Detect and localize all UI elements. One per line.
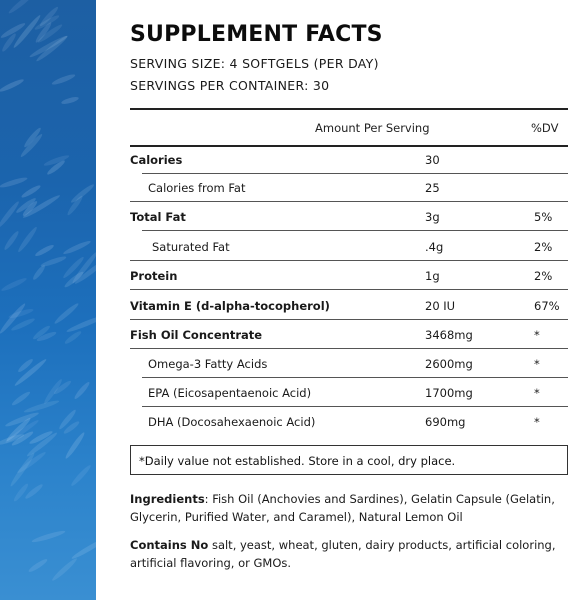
nutrient-name: Fish Oil Concentrate: [130, 328, 263, 342]
ingredients-label: Ingredients: [130, 492, 205, 506]
fish-streak: [10, 390, 32, 407]
nutrient-name: Saturated Fat: [152, 240, 230, 254]
fish-streak: [50, 556, 79, 583]
fish-streak: [27, 557, 49, 574]
row-divider: [142, 377, 568, 378]
fish-school-background-image: [0, 0, 96, 600]
fish-streak: [69, 182, 96, 205]
fish-streak: [28, 33, 69, 60]
nutrient-dv: *: [534, 386, 540, 400]
nutrient-amount: 1700mg: [425, 386, 473, 400]
nutrient-dv: *: [534, 357, 540, 371]
contains-no-paragraph: Contains No salt, yeast, wheat, gluten, …: [130, 536, 566, 572]
nutrient-amount: 2600mg: [425, 357, 473, 371]
nutrient-dv: *: [534, 328, 540, 342]
fish-streak: [53, 301, 80, 326]
nutrient-name: Calories from Fat: [148, 181, 246, 195]
panel-title: SUPPLEMENT FACTS: [130, 22, 383, 47]
nutrient-amount: 3g: [425, 210, 440, 224]
fish-streak: [63, 430, 87, 461]
facts-row-epa: EPA (Eicosapentaenoic Acid) 1700mg *: [130, 379, 568, 407]
row-divider: [130, 260, 568, 261]
nutrient-amount: 690mg: [425, 415, 466, 429]
daily-value-footnote: *Daily value not established. Store in a…: [139, 454, 456, 468]
supplement-facts-panel: SUPPLEMENT FACTS SERVING SIZE: 4 SOFTGEL…: [96, 0, 570, 600]
nutrient-name: Vitamin E (d-alpha-tocopherol): [130, 299, 330, 313]
facts-row-dha: DHA (Docosahexaenoic Acid) 690mg *: [130, 408, 568, 436]
nutrient-dv: *: [534, 415, 540, 429]
facts-row-calories-from-fat: Calories from Fat 25: [130, 174, 568, 202]
nutrient-amount: 30: [425, 153, 440, 167]
row-divider: [142, 230, 568, 231]
fish-streak: [31, 263, 47, 282]
nutrient-dv: 67%: [534, 299, 560, 313]
fish-streak: [70, 536, 96, 561]
fish-streak: [72, 380, 92, 401]
fish-streak: [11, 13, 43, 50]
fish-streak: [69, 463, 93, 488]
daily-value-header: %DV: [531, 121, 559, 135]
fish-streak: [8, 451, 37, 488]
facts-row-saturated-fat: Saturated Fat .4g 2%: [130, 233, 568, 261]
nutrient-dv: 5%: [534, 210, 553, 224]
contains-no-text: salt, yeast, wheat, gluten, dairy produc…: [130, 538, 556, 570]
fish-streak: [0, 199, 21, 230]
nutrient-amount: 25: [425, 181, 440, 195]
nutrient-name: Protein: [130, 269, 178, 283]
fish-streak: [62, 239, 92, 256]
facts-row-protein: Protein 1g 2%: [130, 262, 568, 290]
nutrient-name: Total Fat: [130, 210, 186, 224]
fish-streak: [0, 276, 28, 293]
row-divider: [130, 348, 568, 349]
facts-row-fish-oil-concentrate: Fish Oil Concentrate 3468mg *: [130, 321, 568, 349]
daily-value-footnote-box: *Daily value not established. Store in a…: [130, 445, 568, 475]
facts-row-total-fat: Total Fat 3g 5%: [130, 203, 568, 231]
contains-no-label: Contains No: [130, 538, 209, 552]
nutrient-name: Calories: [130, 153, 183, 167]
fish-streak: [20, 183, 42, 200]
amount-per-serving-header: Amount Per Serving: [315, 121, 430, 135]
row-divider: [130, 289, 568, 290]
fish-streak: [0, 175, 29, 190]
fish-streak: [31, 528, 66, 545]
nutrient-amount: 20 IU: [425, 299, 456, 313]
fish-streak: [16, 225, 39, 254]
fish-streak: [7, 0, 37, 16]
fish-streak: [60, 95, 80, 106]
header-bottom-divider: [130, 145, 568, 147]
facts-row-omega-3: Omega-3 Fatty Acids 2600mg *: [130, 350, 568, 378]
row-divider: [142, 173, 568, 174]
nutrient-dv: 2%: [534, 240, 553, 254]
fish-streak: [50, 72, 77, 87]
facts-row-calories: Calories 30: [130, 146, 568, 174]
fish-streak: [0, 77, 25, 94]
ingredients-text: : Fish Oil (Anchovies and Sardines), Gel…: [130, 492, 555, 524]
row-divider: [142, 406, 568, 407]
nutrient-amount: 3468mg: [425, 328, 473, 342]
nutrient-name: EPA (Eicosapentaenoic Acid): [148, 386, 312, 400]
fish-streak: [23, 398, 60, 415]
serving-size: SERVING SIZE: 4 SOFTGELS (PER DAY): [130, 56, 379, 71]
row-divider: [130, 319, 568, 320]
fish-streak: [34, 243, 55, 258]
nutrient-name: DHA (Docosahexaenoic Acid): [148, 415, 316, 429]
nutrient-name: Omega-3 Fatty Acids: [148, 357, 268, 371]
ingredients-paragraph: Ingredients: Fish Oil (Anchovies and Sar…: [130, 490, 566, 526]
nutrient-dv: 2%: [534, 269, 553, 283]
facts-row-vitamin-e: Vitamin E (d-alpha-tocopherol) 20 IU 67%: [130, 292, 568, 320]
servings-per-container: SERVINGS PER CONTAINER: 30: [130, 78, 330, 93]
row-divider: [130, 201, 568, 202]
nutrient-amount: 1g: [425, 269, 440, 283]
nutrient-amount: .4g: [425, 240, 444, 254]
header-top-divider: [130, 108, 568, 110]
